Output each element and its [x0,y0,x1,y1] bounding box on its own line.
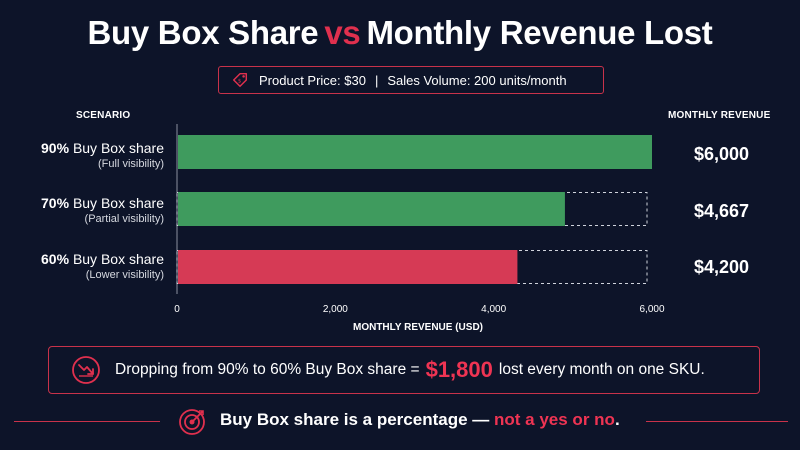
row-sub: (Lower visibility) [85,269,164,281]
svg-text:$: $ [238,79,241,85]
row-pct: 60% [41,251,70,267]
footer-divider-right [646,421,788,422]
row-pct: 90% [41,140,70,156]
callout-text-after: lost every month on one SKU. [498,361,705,378]
monthly-revenue-header: MONTHLY REVENUE [668,110,771,121]
x-ticks-group: 0 2,000 4,000 6,000 [174,304,665,315]
bar-60 [178,250,518,284]
callout-text-before: Dropping from 90% to 60% Buy Box share = [115,361,420,378]
row-label-text: Buy Box share [72,195,164,211]
row-label-90: 90% Buy Box share (Full visibility) [41,140,164,170]
footer-takeaway: Buy Box share is a percentage — not a ye… [0,404,800,444]
sales-volume: Sales Volume: 200 units/month [387,72,567,88]
row-pct: 70% [41,195,70,211]
footer-accent: not a yes or no [494,410,615,429]
value-label-70: $4,667 [694,201,750,221]
bars-group [176,135,652,284]
footer-text: Buy Box share is a percentage — not a ye… [220,410,620,430]
info-separator: | [374,72,379,88]
bar-chart: 0 2,000 4,000 6,000 MONTHLY REVENUE (USD) [174,124,665,333]
product-info-box: $ Product Price: $30 | Sales Volume: 200… [218,66,604,94]
scenario-header: SCENARIO [76,110,131,121]
callout-amount: $1,800 [425,357,493,382]
revenue-loss-callout: Dropping from 90% to 60% Buy Box share =… [48,346,760,394]
x-axis-label: MONTHLY REVENUE (USD) [353,322,483,333]
row-label-70: 70% Buy Box share (Partial visibility) [41,195,164,225]
footer-end: . [614,410,620,429]
value-label-90: $6,000 [694,144,750,164]
x-tick-label: 0 [174,304,180,315]
x-tick-label: 4,000 [481,304,506,315]
row-sub: (Partial visibility) [84,213,164,225]
row-label-60: 60% Buy Box share (Lower visibility) [41,251,164,281]
value-label-60: $4,200 [694,257,750,277]
title-part2: Monthly Revenue Lost [366,14,713,51]
x-tick-label: 2,000 [323,304,348,315]
row-sub: (Full visibility) [98,158,164,170]
chart-title: Buy Box Share vs Monthly Revenue Lost [0,14,800,52]
row-label-text: Buy Box share [72,251,164,267]
row-label-text: Buy Box share [72,140,164,156]
title-vs: vs [324,14,361,51]
bar-90 [178,135,652,169]
footer-divider-left [14,421,160,422]
product-price: Product Price: $30 [259,72,366,88]
price-tag-icon: $ [232,72,248,88]
trend-down-icon [72,356,100,384]
footer-main: Buy Box share is a percentage — [220,410,490,429]
x-tick-label: 6,000 [639,304,664,315]
target-icon [179,409,205,435]
bar-70 [178,192,565,226]
title-part1: Buy Box Share [87,14,319,51]
